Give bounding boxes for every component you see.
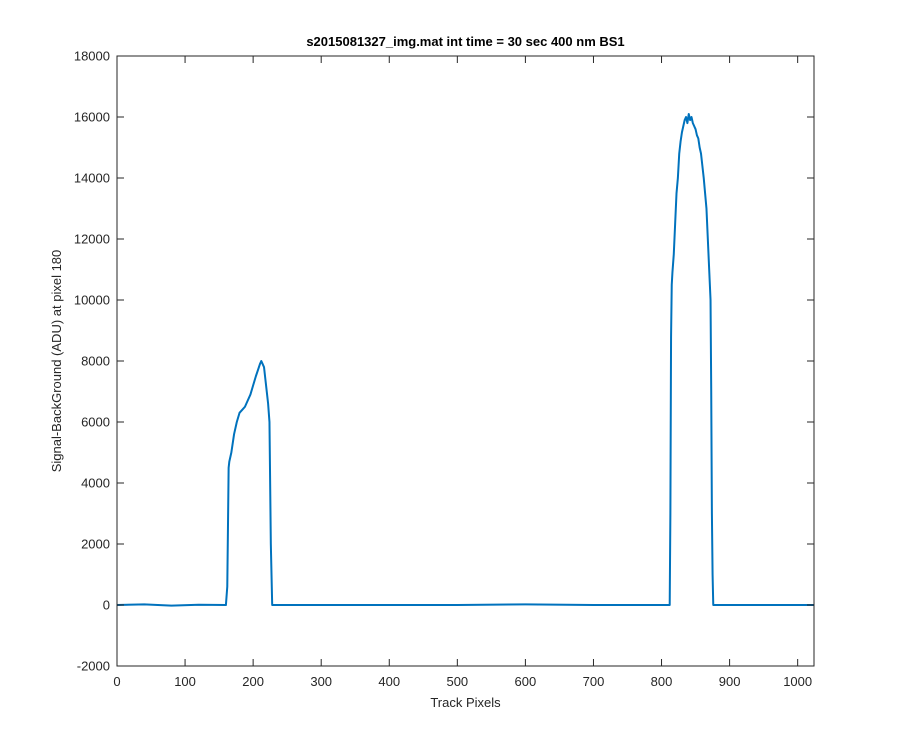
x-tick-label: 800 (651, 674, 673, 689)
x-tick-label: 500 (446, 674, 468, 689)
y-tick-label: 2000 (81, 537, 110, 552)
x-tick-label: 400 (378, 674, 400, 689)
x-tick-label: 100 (174, 674, 196, 689)
plot-area-background (117, 56, 814, 666)
x-tick-label: 600 (515, 674, 537, 689)
y-axis-label: Signal-BackGround (ADU) at pixel 180 (49, 250, 64, 473)
x-tick-label: 300 (310, 674, 332, 689)
axes-layer: 0 100 200 300 400 500 600 700 800 900 1000-2000020… (74, 49, 815, 689)
x-tick-label: 1000 (783, 674, 812, 689)
series-line-0 (116, 112, 814, 607)
y-tick-label: 14000 (74, 171, 110, 186)
y-tick-label: 18000 (74, 49, 110, 64)
y-tick-label: 10000 (74, 293, 110, 308)
x-tick-label: 200 (242, 674, 264, 689)
y-tick-label: 12000 (74, 232, 110, 247)
y-tick-label: -2000 (77, 659, 110, 674)
chart-title: s2015081327_img.mat int time = 30 sec 40… (306, 34, 624, 49)
y-tick-label: 4000 (81, 476, 110, 491)
x-tick-label: 0 (113, 674, 120, 689)
y-tick-label: 8000 (81, 354, 110, 369)
series-layer (116, 112, 814, 607)
x-tick-label: 700 (583, 674, 605, 689)
x-axis-label: Track Pixels (430, 695, 501, 710)
y-tick-label: 6000 (81, 415, 110, 430)
x-tick-label: 900 (719, 674, 741, 689)
y-tick-label: 0 (103, 598, 110, 613)
y-tick-label: 16000 (74, 110, 110, 125)
